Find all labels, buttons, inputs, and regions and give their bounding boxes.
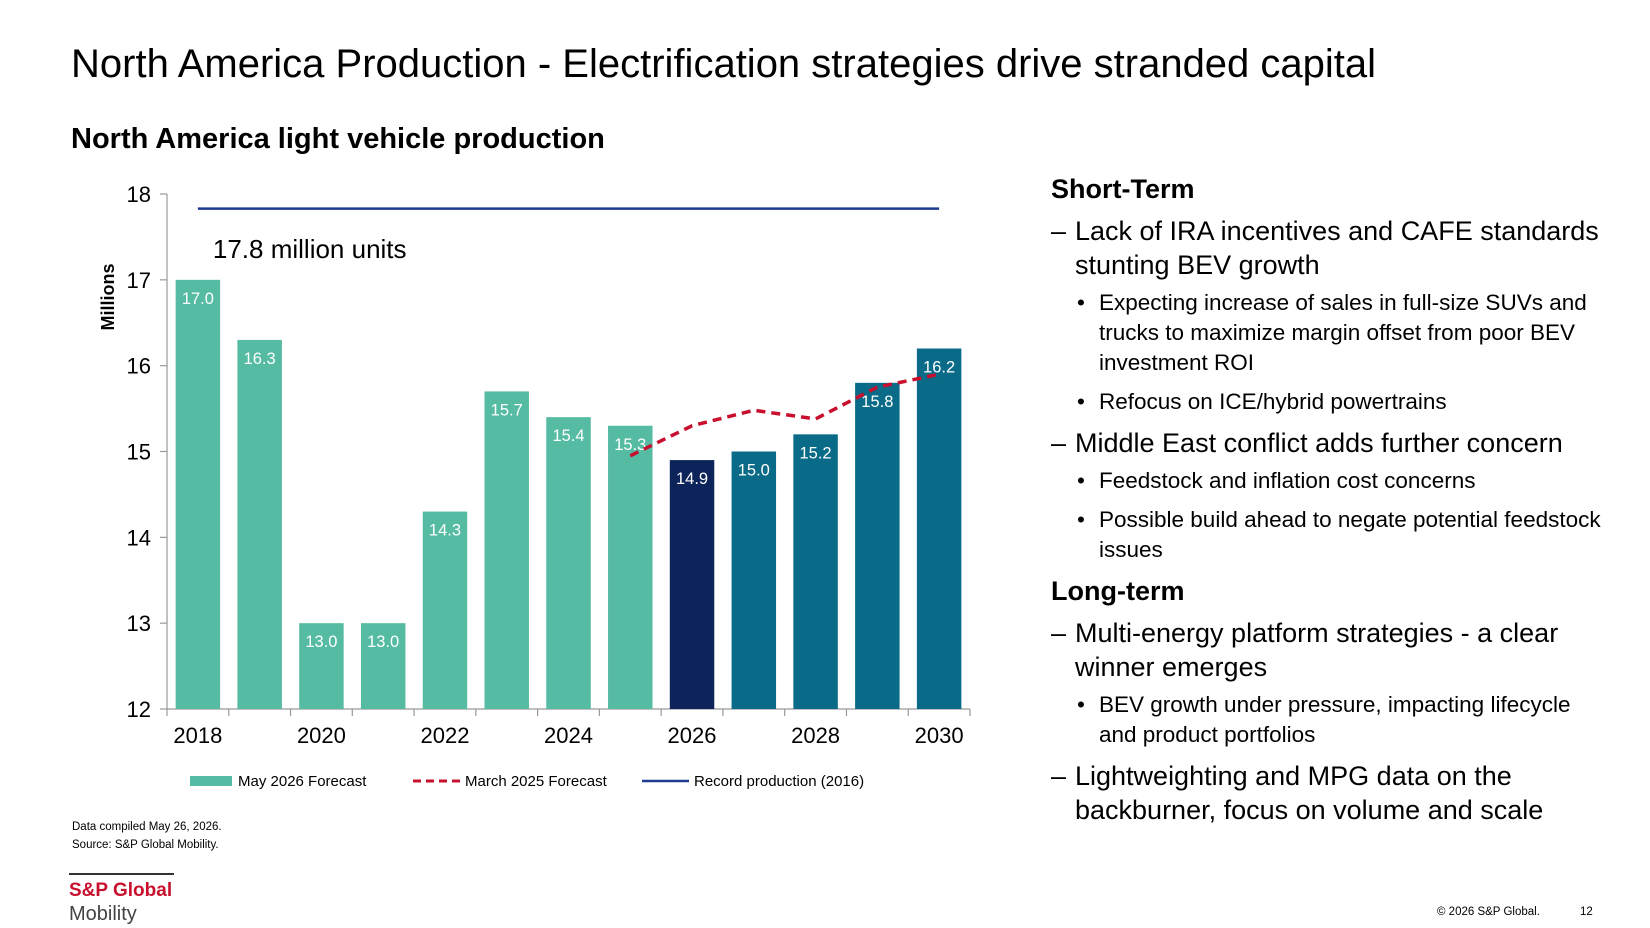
- section-heading: Long-term: [1051, 576, 1185, 606]
- point: Lack of IRA incentives and CAFE standard…: [1051, 214, 1611, 282]
- bar: [237, 339, 282, 709]
- record-annotation: 17.8 million units: [213, 234, 407, 264]
- x-tick-label: 2026: [668, 723, 717, 748]
- bar-value-label: 14.9: [676, 470, 708, 488]
- chart-notes: Data compiled May 26, 2026. Source: S&P …: [72, 818, 222, 854]
- sub-point: Expecting increase of sales in full-size…: [1051, 288, 1611, 378]
- bar-value-label: 15.0: [738, 462, 770, 480]
- y-tick-label: 14: [127, 525, 151, 550]
- y-tick-label: 15: [127, 440, 151, 465]
- bar: [546, 417, 591, 709]
- chart-subtitle: North America light vehicle production: [71, 123, 605, 155]
- bar-value-label: 15.2: [800, 444, 832, 462]
- bar: [669, 460, 715, 709]
- legend-swatch-bars: [190, 776, 232, 786]
- y-tick-label: 17: [127, 268, 151, 293]
- x-tick-label: 2024: [544, 723, 593, 748]
- bar: [793, 434, 838, 709]
- bar-value-label: 13.0: [305, 633, 337, 651]
- bar-value-label: 15.7: [491, 401, 523, 419]
- production-chart: 12 13 14 15 16 17 18 Millions 2018 2020 2022 2024 20…: [60, 170, 1000, 800]
- page-number: 12: [1580, 906, 1593, 918]
- section-short-term: Short-Term Lack of IRA incentives and CA…: [1051, 172, 1611, 565]
- y-tick-label: 12: [127, 697, 151, 722]
- commentary-panel: Short-Term Lack of IRA incentives and CA…: [1051, 172, 1611, 833]
- bar: [731, 451, 777, 709]
- bar: [484, 391, 529, 709]
- bar: [608, 425, 653, 709]
- y-tick-label: 16: [127, 354, 151, 379]
- sub-point: Possible build ahead to negate potential…: [1051, 505, 1611, 565]
- legend-label: May 2026 Forecast: [238, 773, 367, 790]
- bar: [299, 623, 344, 709]
- bar: [360, 623, 406, 709]
- point: Multi-energy platform strategies - a cle…: [1051, 616, 1611, 684]
- brand-sub: Mobility: [69, 903, 137, 925]
- bar-value-label: 13.0: [367, 633, 399, 651]
- y-tick-label: 13: [127, 611, 151, 636]
- legend-label: March 2025 Forecast: [465, 773, 608, 790]
- x-tick-label: 2022: [420, 723, 469, 748]
- x-tick-label: 2020: [297, 723, 346, 748]
- bar-value-label: 14.3: [429, 522, 461, 540]
- chart-svg: 12 13 14 15 16 17 18 Millions 2018 2020 2022 2024 20…: [98, 182, 971, 790]
- y-tick-label: 18: [127, 182, 151, 207]
- march-2025-forecast-line: [629, 372, 940, 458]
- x-tick-label: 2030: [915, 723, 964, 748]
- note-source: Source: S&P Global Mobility.: [72, 839, 219, 851]
- point: Lightweighting and MPG data on the backb…: [1051, 759, 1611, 827]
- brand-name: S&P Global: [69, 880, 173, 901]
- copyright: © 2026 S&P Global.: [1437, 906, 1540, 918]
- bar: [916, 348, 962, 709]
- bar: [422, 511, 468, 709]
- bar-value-label: 16.2: [923, 359, 955, 377]
- brand-rule: [69, 873, 174, 875]
- section-heading: Short-Term: [1051, 174, 1195, 204]
- section-long-term: Long-term Multi-energy platform strategi…: [1051, 574, 1611, 827]
- point: Middle East conflict adds further concer…: [1051, 426, 1611, 460]
- legend-label: Record production (2016): [694, 773, 864, 790]
- bar: [175, 279, 221, 709]
- bar: [855, 382, 900, 709]
- note-compiled: Data compiled May 26, 2026.: [72, 821, 222, 833]
- bar-value-label: 15.4: [552, 427, 584, 445]
- bar-value-label: 17.0: [182, 290, 214, 308]
- brand-logo: S&P Global Mobility: [69, 873, 174, 926]
- x-tick-label: 2028: [791, 723, 840, 748]
- y-axis-title: Millions: [98, 264, 118, 331]
- sub-point: Feedstock and inflation cost concerns: [1051, 466, 1611, 496]
- sub-point: Refocus on ICE/hybrid powertrains: [1051, 387, 1611, 417]
- sub-point: BEV growth under pressure, impacting lif…: [1051, 690, 1611, 750]
- x-tick-label: 2018: [173, 723, 222, 748]
- slide-title: North America Production - Electrificati…: [71, 42, 1377, 86]
- bar-value-label: 16.3: [244, 350, 276, 368]
- bar-value-label: 15.8: [861, 393, 893, 411]
- bar-value-label: 15.3: [614, 436, 646, 454]
